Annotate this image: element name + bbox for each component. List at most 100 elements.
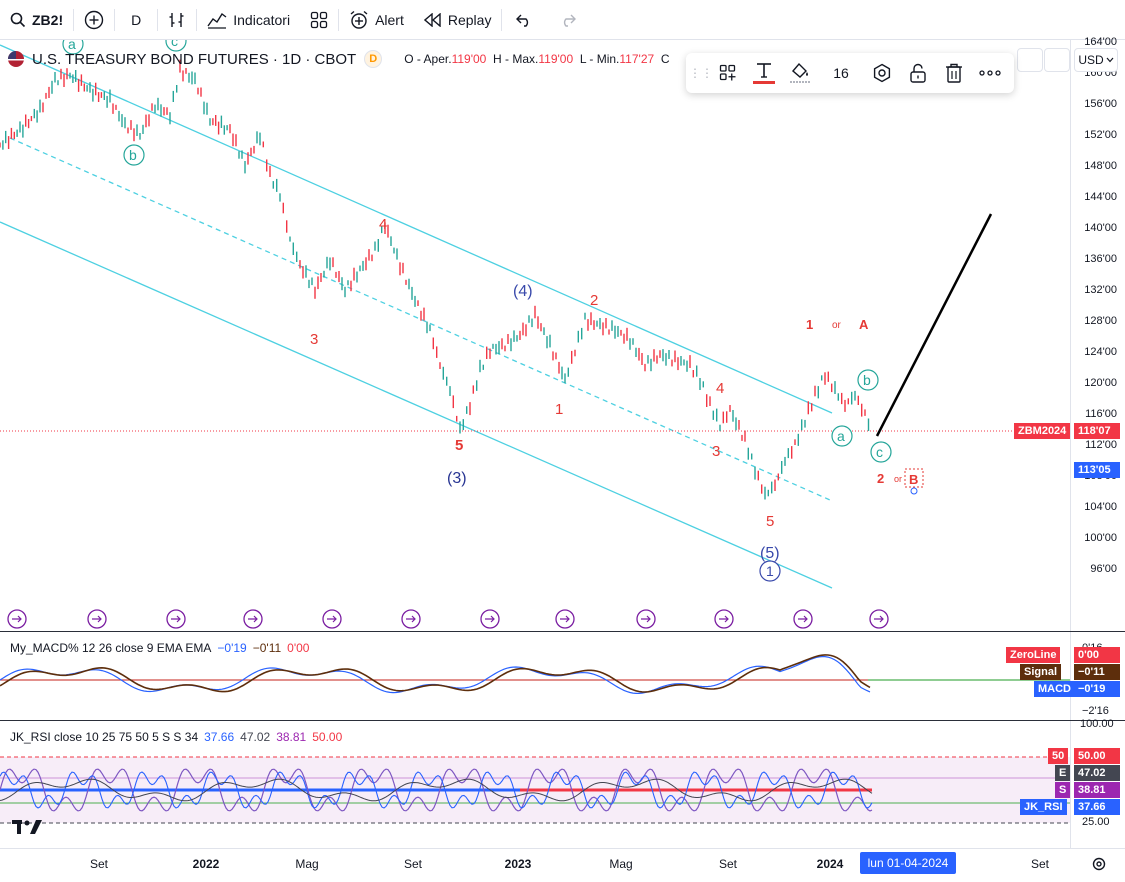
main-chart-pane[interactable]: 3 4 5 (3) (4) 1 2 3 4 5 (5) 1 or A 2 or …: [0, 40, 1070, 630]
divider: [157, 8, 159, 31]
chart-legend: U.S. TREASURY BOND FUTURES · 1D · CBOT D…: [8, 50, 670, 68]
rsi-line: [0, 771, 873, 809]
rsi-chart[interactable]: [0, 721, 1070, 847]
redo-icon: [564, 14, 577, 27]
time-axis[interactable]: Set 2022 Mag Set 2023 Mag Set 2024 Set: [0, 848, 1125, 882]
wave-circle-a-right[interactable]: [831, 425, 853, 447]
divider: [114, 8, 116, 31]
screenshot-button[interactable]: [1017, 48, 1043, 72]
price-chart[interactable]: 3 4 5 (3) (4) 1 2 3 4 5 (5) 1 or A 2 or …: [0, 40, 1070, 630]
pane-separator[interactable]: [0, 720, 1125, 721]
price-tick: 116'00: [1085, 408, 1117, 420]
wave-label-4-major[interactable]: (4): [513, 283, 533, 300]
wave-label-5-major[interactable]: (5): [760, 545, 780, 562]
currency-value: USD: [1078, 53, 1104, 67]
pane-separator[interactable]: [0, 631, 1125, 632]
interval-button[interactable]: D: [115, 0, 157, 40]
alert-button[interactable]: Alert: [339, 0, 414, 40]
paint-icon: [790, 62, 811, 83]
time-tick: 2024: [816, 857, 844, 871]
price-tick: 136'00: [1084, 253, 1117, 265]
settings-button[interactable]: [866, 57, 898, 89]
wave-box-b[interactable]: [904, 468, 924, 488]
channel-lower-line[interactable]: [0, 221, 833, 589]
channel-mid-line[interactable]: [9, 137, 831, 501]
wave-circle-a-top[interactable]: [62, 40, 84, 55]
macd-value-1: −0'19: [217, 641, 247, 655]
price-tick: 152'00: [1084, 129, 1117, 141]
currency-select[interactable]: USD: [1074, 48, 1118, 72]
wave-circle-b-left[interactable]: [123, 144, 145, 166]
price-tick: 100'00: [1084, 532, 1117, 544]
tradingview-logo[interactable]: [12, 818, 44, 836]
wave-circle-1[interactable]: [759, 560, 781, 582]
time-tick: Set: [403, 857, 423, 871]
wave-label-4b[interactable]: 4: [716, 380, 724, 397]
font-size-button[interactable]: 16: [820, 57, 862, 89]
event-arrow-icon: [92, 615, 102, 623]
grid-icon: [310, 11, 328, 28]
compare-button[interactable]: [74, 0, 114, 40]
background-color-button[interactable]: [784, 57, 816, 89]
rsi-line: [0, 768, 873, 812]
undo-button[interactable]: [502, 0, 546, 40]
wave-label-3-major[interactable]: (3): [447, 470, 467, 487]
wave-label-alt-2[interactable]: 2: [877, 471, 884, 486]
wave-label-c-top: c: [171, 40, 178, 49]
wave-label-alt-1[interactable]: 1: [806, 317, 813, 332]
wave-label-3b[interactable]: 3: [712, 443, 720, 460]
time-tick: Set: [1030, 857, 1050, 871]
open-label: O - Aper.: [404, 52, 452, 66]
low-value: 117'27: [619, 52, 655, 66]
wave-circle-c-right[interactable]: [870, 441, 892, 463]
anchor-handle[interactable]: [910, 487, 918, 495]
rsi-title: JK_RSI close 10 25 75 50 5 S S 34: [10, 730, 199, 744]
delayed-badge[interactable]: D: [364, 50, 383, 68]
wave-label-2[interactable]: 2: [590, 292, 598, 309]
wave-label-3-minor[interactable]: 3: [310, 331, 318, 348]
time-tick: Set: [718, 857, 738, 871]
replay-button[interactable]: Replay: [414, 0, 502, 40]
chart-type-button[interactable]: [158, 0, 196, 40]
more-button[interactable]: [974, 57, 1006, 89]
wave-label-5b[interactable]: 5: [766, 513, 774, 530]
wave-circle-b-right[interactable]: [857, 369, 879, 391]
fullscreen-button[interactable]: [1044, 48, 1070, 72]
wave-label-4-minor[interactable]: 4: [379, 216, 387, 233]
grip-icon[interactable]: ⋮⋮: [689, 66, 713, 80]
projection-line[interactable]: [875, 213, 993, 437]
undo-icon: [516, 14, 529, 27]
symbol-search[interactable]: ZB2!: [0, 0, 73, 40]
wave-label-5-minor[interactable]: 5: [455, 437, 463, 454]
delete-button[interactable]: [938, 57, 970, 89]
replay-label: Replay: [447, 11, 492, 28]
lock-button[interactable]: [902, 57, 934, 89]
indicators-button[interactable]: Indicatori: [197, 0, 300, 40]
symbol-name: ZB2!: [32, 11, 64, 28]
layouts-button[interactable]: [300, 0, 338, 40]
settings-gear-icon[interactable]: [1091, 856, 1107, 872]
price-tick: 120'00: [1084, 377, 1117, 389]
macd-chart[interactable]: [0, 632, 1070, 720]
channel-upper-line[interactable]: [0, 44, 833, 414]
wave-label-alt-a[interactable]: A: [859, 317, 869, 332]
macd-title: My_MACD% 12 26 close 9 EMA EMA: [10, 641, 212, 655]
text-color-button[interactable]: [748, 57, 780, 89]
last-price-label: 118'07: [1074, 423, 1120, 439]
wave-label-a-top: a: [68, 40, 76, 52]
font-size-value: 16: [833, 65, 849, 81]
wave-label-1[interactable]: 1: [555, 401, 563, 418]
wave-label-c-right: c: [876, 444, 883, 460]
pane-label-name: ZeroLine: [1006, 647, 1061, 663]
rewind-icon: [423, 12, 441, 27]
wave-circle-c-top[interactable]: [165, 40, 187, 52]
indicators-icon: [207, 12, 227, 29]
macd-value-3: 0'00: [287, 641, 310, 655]
add-layout-button[interactable]: [712, 57, 744, 89]
rsi-value-1: 37.66: [204, 730, 235, 744]
redo-button[interactable]: [546, 0, 590, 40]
event-arrow-icon: [719, 615, 729, 623]
close-label: C: [660, 52, 670, 66]
alarm-clock-icon: [350, 10, 368, 29]
divider: [338, 8, 340, 31]
